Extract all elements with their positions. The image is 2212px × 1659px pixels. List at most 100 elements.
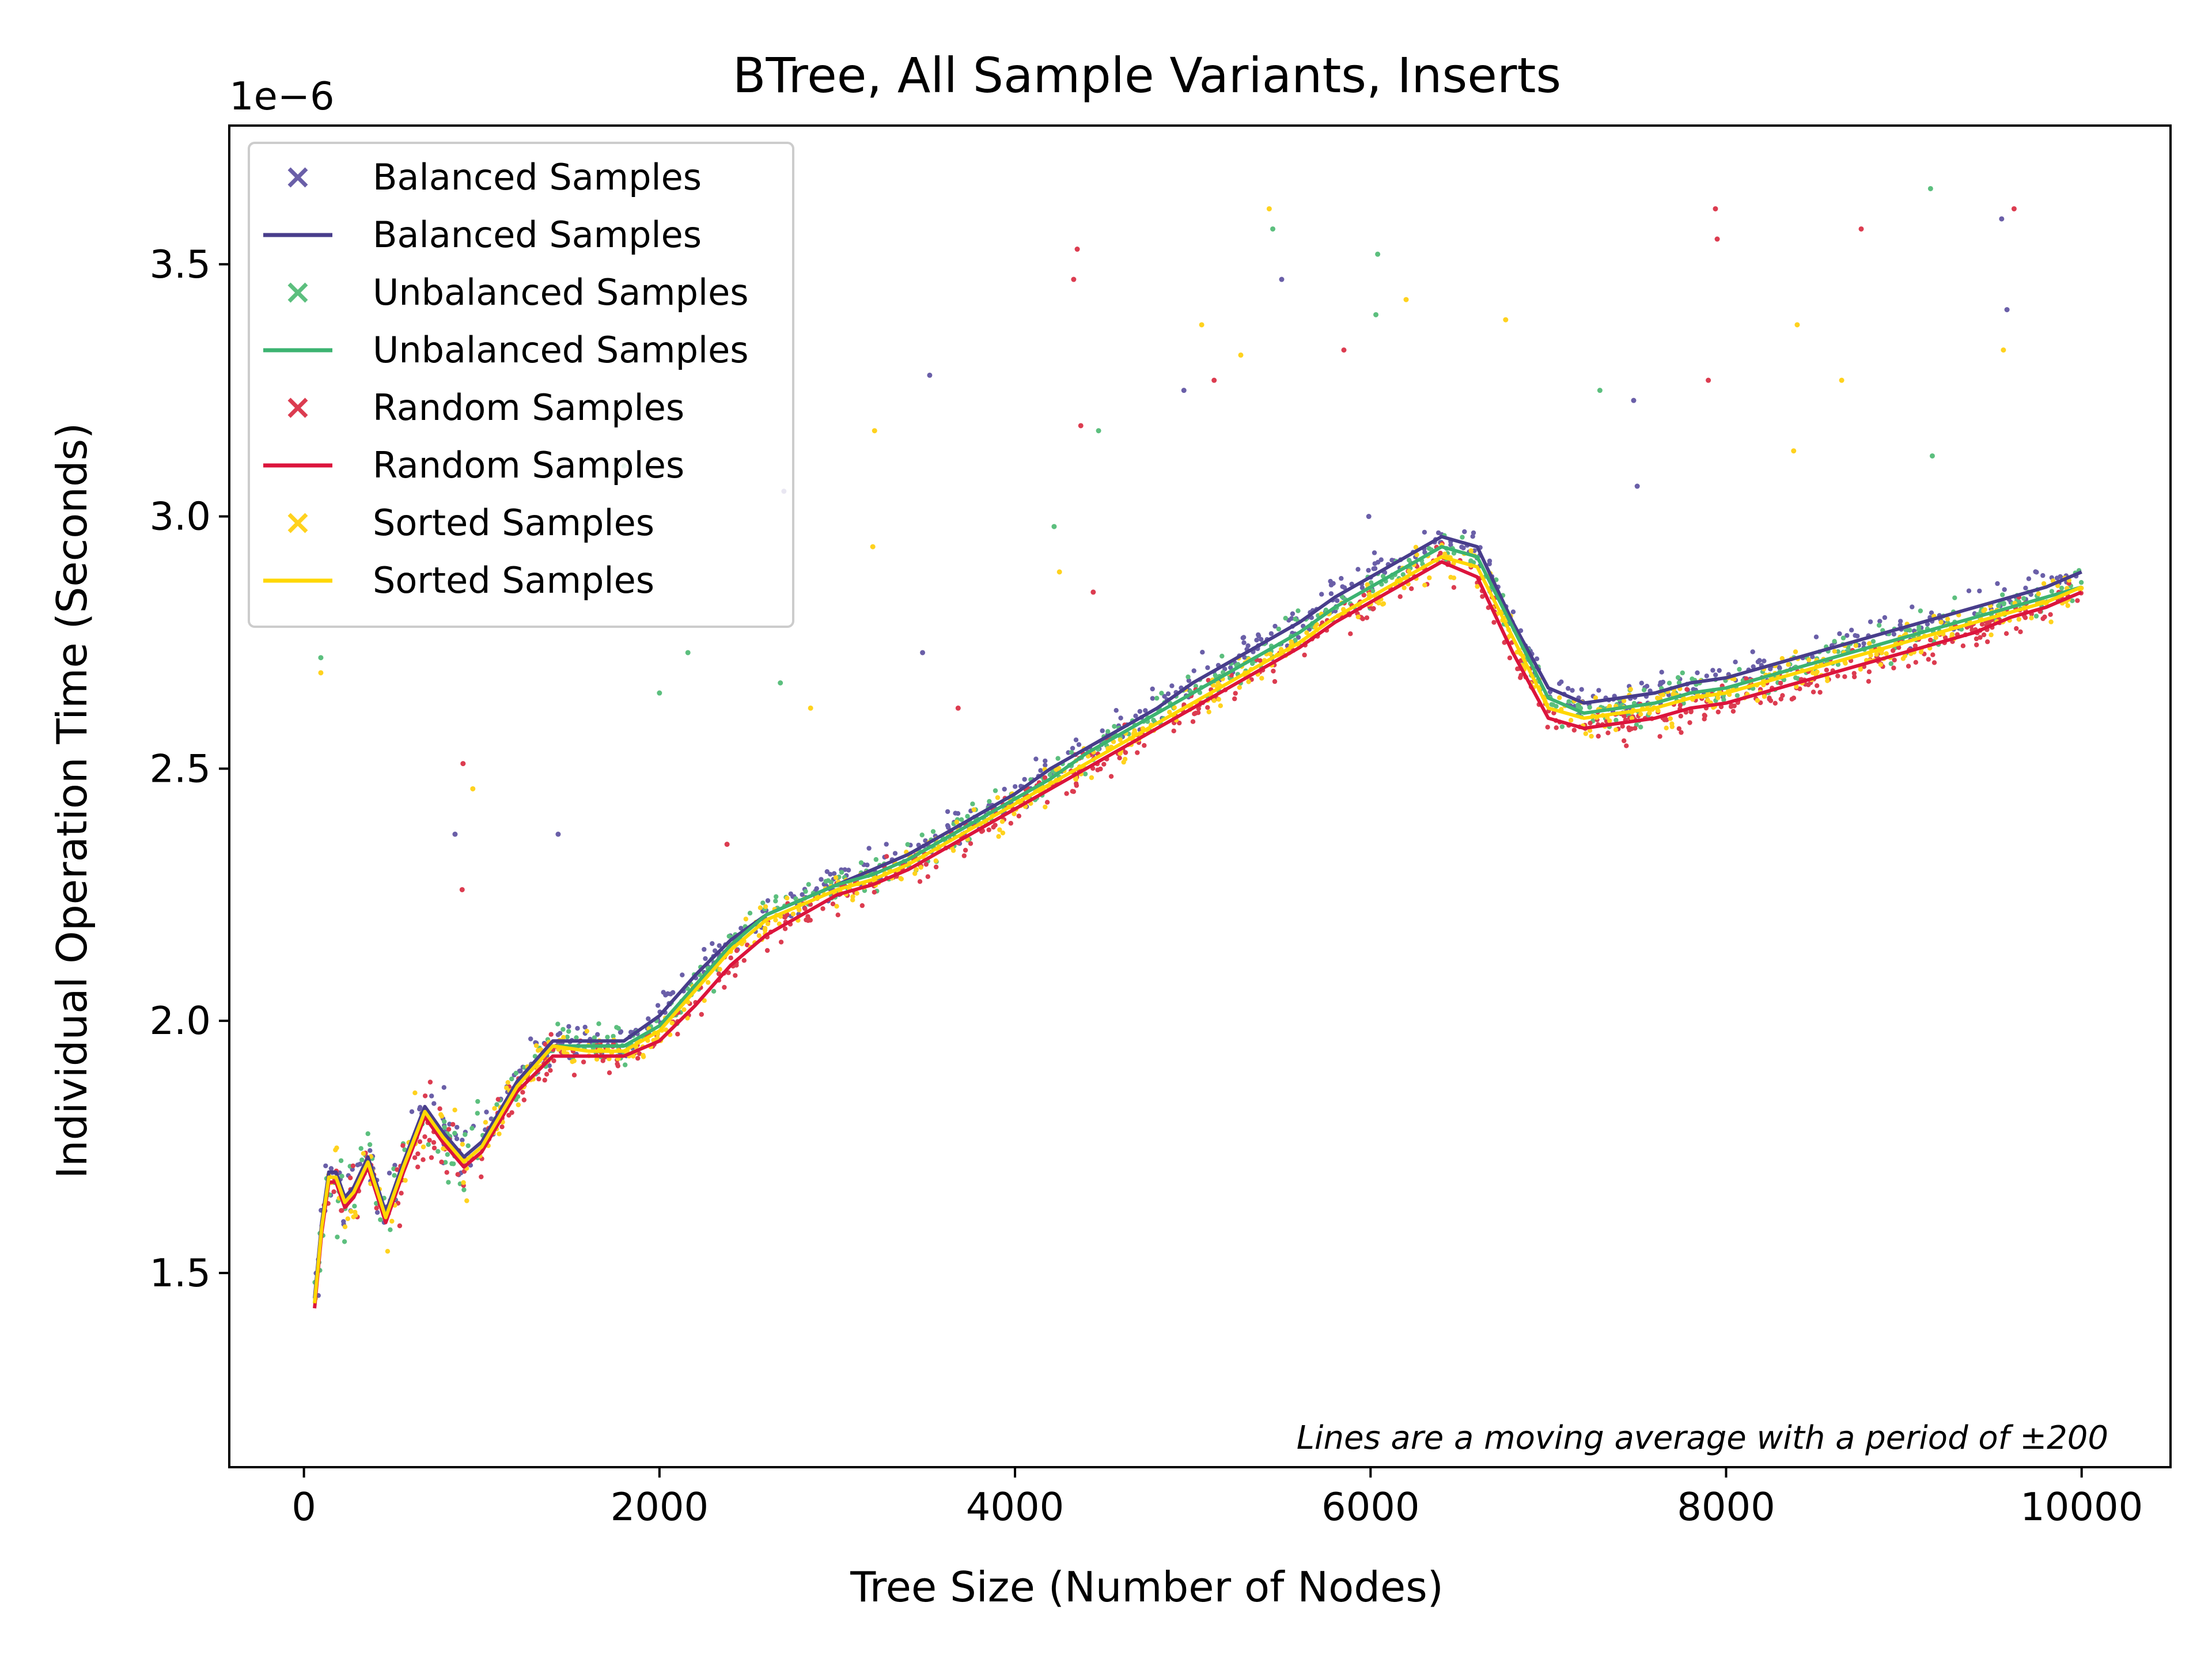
scatter-point (1813, 634, 1819, 639)
scatter-point (1335, 598, 1340, 603)
scatter-point (1033, 756, 1039, 762)
scatter-point (479, 1174, 484, 1180)
legend-marker-icon (287, 513, 308, 533)
scatter-point (919, 832, 925, 838)
outlier-point (1181, 388, 1187, 393)
scatter-point (415, 1164, 421, 1170)
scatter-point (1797, 686, 1802, 692)
scatter-point (513, 1070, 519, 1076)
outlier-point (1403, 297, 1409, 302)
scatter-point (561, 1035, 566, 1040)
scatter-point (945, 809, 950, 815)
scatter-point (1974, 642, 1979, 647)
legend-marker-icon (287, 167, 308, 188)
scatter-point (1835, 673, 1840, 679)
scatter-point (713, 948, 718, 953)
scatter-point (427, 1080, 433, 1085)
scatter-point (933, 858, 938, 863)
scatter-point (872, 889, 877, 895)
scatter-point (2041, 581, 2047, 586)
scatter-point (395, 1167, 400, 1172)
scatter-point (884, 854, 889, 859)
scatter-point (1289, 640, 1294, 646)
scatter-point (1918, 649, 1924, 655)
scatter-point (475, 1099, 480, 1104)
scatter-point (1259, 676, 1264, 681)
scatter-point (1669, 721, 1675, 726)
scatter-point (961, 853, 967, 858)
scatter-point (1664, 717, 1669, 722)
scatter-point (953, 810, 958, 816)
scatter-point (1076, 742, 1082, 747)
scatter-point (1355, 614, 1361, 620)
scatter-point (323, 1163, 328, 1169)
scatter-point (1755, 659, 1761, 665)
scatter-point (1926, 657, 1931, 662)
scatter-point (1638, 725, 1643, 730)
scatter-point (1678, 713, 1683, 719)
scatter-point (2078, 579, 2084, 585)
scatter-point (1851, 671, 1857, 676)
scatter-point (417, 1139, 423, 1145)
scatter-point (1108, 774, 1114, 779)
scatter-point (774, 894, 779, 899)
scatter-point (1095, 767, 1100, 772)
scatter-point (675, 1032, 680, 1037)
scatter-point (1137, 709, 1143, 714)
scatter-point (342, 1239, 347, 1244)
scatter-point (548, 1068, 553, 1073)
scatter-point (2000, 592, 2005, 597)
scatter-point (918, 865, 923, 870)
scatter-point (763, 904, 768, 910)
scatter-point (1870, 639, 1876, 644)
scatter-point (509, 1076, 514, 1082)
outlier-point (1090, 589, 1096, 595)
scatter-point (1042, 775, 1048, 781)
outlier-point (927, 372, 933, 378)
scatter-point (1159, 691, 1164, 696)
scatter-point (389, 1218, 395, 1224)
scatter-point (461, 1180, 466, 1185)
scatter-point (333, 1147, 338, 1153)
scatter-point (1177, 720, 1182, 726)
scatter-point (1365, 582, 1370, 587)
scatter-point (854, 891, 859, 896)
scatter-point (1376, 600, 1381, 606)
scatter-point (342, 1224, 348, 1229)
scatter-point (1073, 777, 1078, 782)
scatter-point (1290, 611, 1296, 616)
scatter-point (987, 799, 992, 804)
scatter-point (594, 1056, 600, 1062)
scatter-point (1605, 730, 1611, 736)
scatter-point (1381, 601, 1387, 607)
scatter-point (2003, 631, 2009, 637)
scatter-point (1191, 668, 1196, 673)
scatter-point (1690, 676, 1695, 681)
scatter-point (858, 860, 864, 865)
scatter-point (352, 1203, 357, 1209)
scatter-point (1372, 550, 1377, 555)
scatter-point (884, 842, 889, 847)
scatter-point (1459, 544, 1464, 550)
scatter-point (1810, 670, 1816, 676)
scatter-point (560, 1027, 566, 1032)
scatter-point (1583, 731, 1588, 736)
scatter-point (1366, 567, 1371, 573)
scatter-point (923, 862, 929, 867)
scatter-point (566, 1029, 571, 1034)
scatter-point (335, 1234, 340, 1240)
scatter-point (1966, 588, 1972, 593)
scatter-point (1117, 755, 1122, 761)
scatter-point (803, 889, 808, 894)
scatter-point (1534, 656, 1540, 661)
scatter-point (1022, 777, 1027, 782)
y-tick-label: 2.0 (149, 998, 211, 1043)
scatter-point (596, 1021, 601, 1027)
scatter-point (1074, 783, 1080, 788)
scatter-point (1237, 685, 1242, 690)
scatter-point (1319, 592, 1324, 597)
scatter-point (1185, 674, 1191, 680)
scatter-point (1579, 687, 1584, 692)
outlier-point (2011, 206, 2017, 211)
scatter-point (1929, 610, 1934, 616)
